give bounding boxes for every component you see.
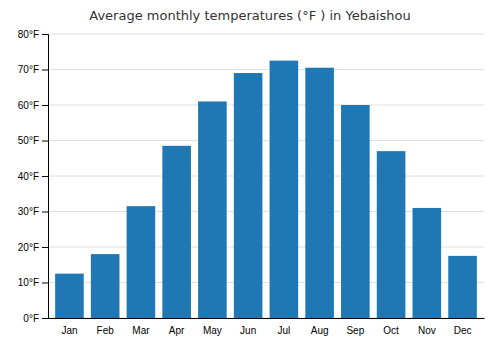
tick-label: Oct (383, 325, 399, 336)
tick: 40°F (18, 171, 48, 182)
tick: Jul (277, 325, 290, 336)
axis-line (49, 318, 485, 319)
grid-line (48, 34, 484, 35)
tick-label: 0°F (23, 313, 39, 324)
x-axis: Jan Feb Mar Apr May Jun Jul Aug Sep Oct Nov Dec (49, 319, 485, 337)
grid-line (48, 140, 484, 141)
plot: 0°F 10°F 20°F 30°F 40°F 50°F 60°F 70°F 80°F Jan Fe… (18, 29, 485, 336)
tick: 10°F (18, 277, 48, 288)
grid (48, 34, 484, 318)
tick-label: Jan (61, 325, 77, 336)
tick-label: Apr (169, 325, 185, 336)
tick: Oct (383, 325, 399, 336)
bar (55, 274, 84, 318)
tick-mark (42, 212, 48, 213)
bar (162, 146, 191, 318)
tick-label: Jun (240, 325, 256, 336)
tick-label: 80°F (18, 29, 39, 40)
grid-line (48, 176, 484, 177)
bar (448, 256, 477, 318)
bars (55, 61, 477, 318)
tick-mark (42, 141, 48, 142)
tick-label: 70°F (18, 64, 39, 75)
tick: Sep (346, 325, 364, 336)
tick-mark (42, 34, 48, 35)
tick-label: Sep (346, 325, 364, 336)
tick-label: Mar (132, 325, 150, 336)
bar (198, 101, 227, 318)
tick: 80°F (18, 29, 48, 40)
tick-label: 30°F (18, 206, 39, 217)
tick-label: 40°F (18, 171, 39, 182)
title: Average monthly temperatures (°F ) in Ye… (89, 8, 410, 23)
grid-line (48, 69, 484, 70)
tick-label: Jul (277, 325, 290, 336)
tick-mark (42, 105, 48, 106)
tick: 30°F (18, 206, 48, 217)
chart: 0°F 10°F 20°F 30°F 40°F 50°F 60°F 70°F 80°F Jan Fe… (0, 0, 500, 350)
bar (234, 73, 263, 318)
axis-line (42, 35, 49, 319)
bar (305, 68, 334, 318)
tick-label: 10°F (18, 277, 39, 288)
tick: 20°F (18, 242, 48, 253)
tick: Mar (132, 325, 150, 336)
tick: 70°F (18, 64, 48, 75)
bar (127, 206, 156, 318)
bar (377, 151, 406, 318)
tick-label: 50°F (18, 135, 39, 146)
tick-mark (42, 176, 48, 177)
grid-line (48, 105, 484, 106)
tick-label: Feb (97, 325, 115, 336)
bar (341, 105, 370, 318)
tick-label: 60°F (18, 100, 39, 111)
tick: Feb (97, 325, 115, 336)
bar (91, 254, 120, 318)
tick: Dec (454, 325, 472, 336)
tick-label: 20°F (18, 242, 39, 253)
tick: 60°F (18, 100, 48, 111)
tick-label: Aug (311, 325, 329, 336)
tick: May (203, 325, 222, 336)
tick: 50°F (18, 135, 48, 146)
tick-mark (42, 247, 48, 248)
tick-mark (42, 318, 48, 319)
tick-label: May (203, 325, 222, 336)
bar (270, 61, 299, 318)
tick: Aug (311, 325, 329, 336)
tick-label: Nov (418, 325, 436, 336)
tick-label: Dec (454, 325, 472, 336)
tick: Jun (240, 325, 256, 336)
y-axis: 0°F 10°F 20°F 30°F 40°F 50°F 60°F 70°F 80°F (18, 29, 49, 324)
tick-mark (42, 70, 48, 71)
bar (413, 208, 442, 318)
tick: Nov (418, 325, 436, 336)
tick: Apr (169, 325, 185, 336)
tick: 0°F (23, 313, 48, 324)
tick-mark (42, 283, 48, 284)
tick: Jan (61, 325, 77, 336)
